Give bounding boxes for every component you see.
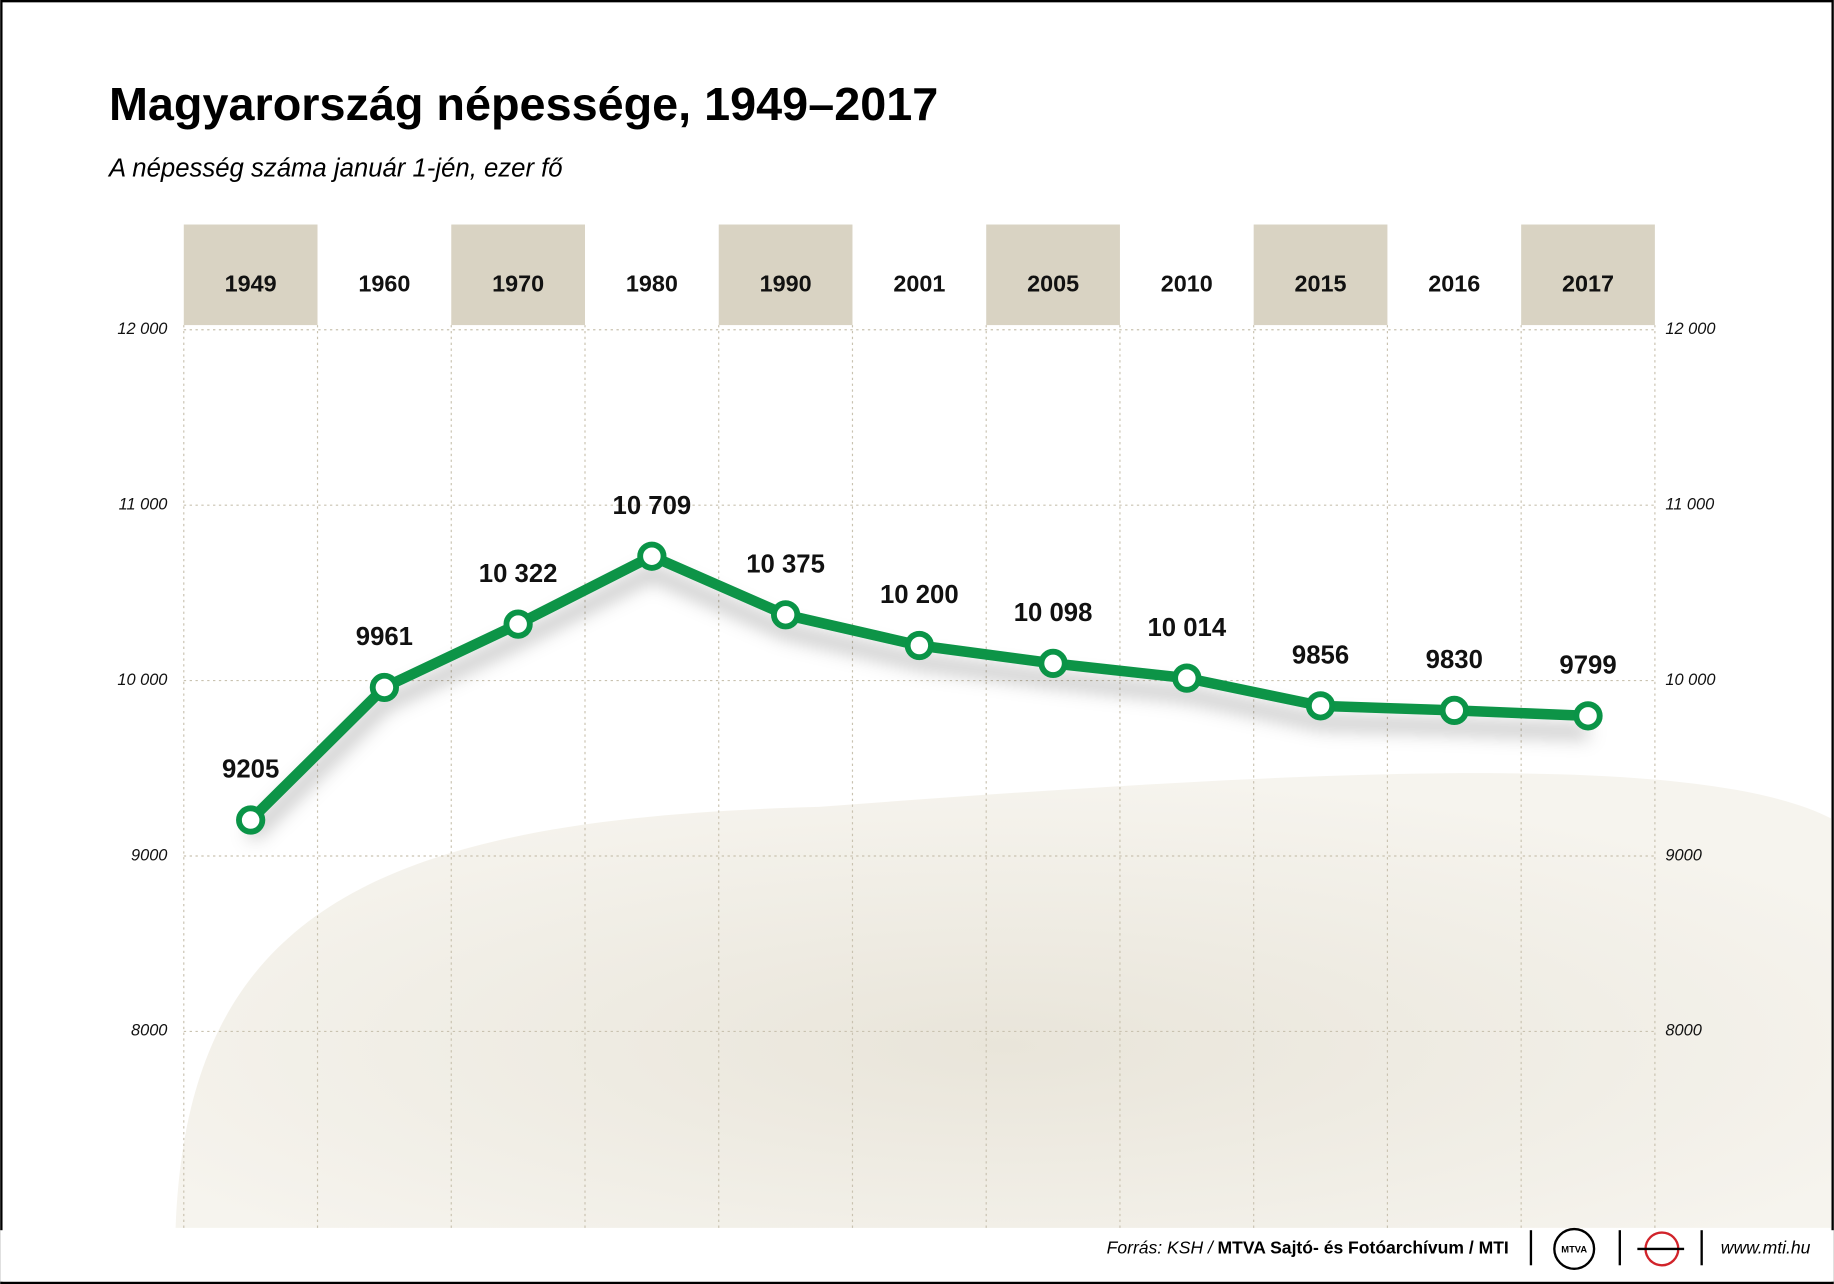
header-box	[718, 224, 853, 326]
point	[1305, 691, 1336, 721]
logo-text: MTVA	[1561, 1245, 1587, 1255]
chart-title: Magyarország népessége, 1949–2017	[109, 78, 938, 130]
data-label: 10 375	[746, 550, 825, 578]
x-tick-label: 1970	[492, 271, 544, 297]
y-tick-label: 12 000	[117, 320, 167, 338]
x-tick-label: 2010	[1161, 271, 1213, 297]
header-box	[451, 224, 585, 326]
data-label: 10 014	[1147, 614, 1226, 642]
ground	[175, 773, 1832, 1228]
y-tick-label: 9000	[131, 846, 167, 864]
x-tick-label: 2001	[893, 271, 945, 297]
y-tick-label: 10 000	[117, 671, 167, 689]
x-tick-label: 1980	[626, 271, 678, 297]
header-box	[986, 224, 1120, 326]
footer-bg	[0, 1230, 1834, 1282]
data-label: 9856	[1292, 642, 1349, 670]
header-box	[1521, 224, 1655, 326]
y-tick-label: 11 000	[119, 496, 168, 514]
point	[770, 600, 801, 630]
x-tick-label: 2017	[1562, 271, 1614, 297]
point	[1439, 695, 1469, 726]
data-label: 9205	[222, 756, 279, 784]
point	[904, 630, 934, 661]
source: MTVA Sajtó- és Fotóarchívum / MTI	[1218, 1238, 1509, 1258]
data-label: 10 098	[1014, 599, 1093, 627]
x-tick-label: 2015	[1295, 271, 1347, 297]
source-prefix: Forrás: KSH /	[1107, 1238, 1215, 1258]
data-label: 10 322	[479, 560, 558, 588]
y2-tick-label: 10 000	[1665, 671, 1715, 689]
x-tick-label: 2005	[1027, 271, 1079, 297]
x-tick-label: 2016	[1428, 271, 1480, 297]
point	[1172, 663, 1202, 693]
x-tick-label: 1990	[760, 271, 812, 297]
y-tick-label: 8000	[131, 1022, 167, 1040]
point	[637, 541, 667, 571]
data-label: 9830	[1426, 646, 1483, 674]
y2-tick-label: 11 000	[1665, 496, 1714, 514]
chart-subtitle: A népesség száma január 1-jén, ezer fő	[107, 154, 563, 182]
point	[236, 805, 266, 835]
data-label: 10 200	[880, 581, 959, 609]
point	[503, 609, 533, 639]
x-tick-label: 1949	[225, 271, 277, 297]
point	[369, 672, 400, 703]
header-box	[1253, 224, 1388, 326]
data-label: 9961	[356, 623, 413, 651]
header-box	[183, 224, 318, 326]
point	[1573, 701, 1603, 731]
website: www.mti.hu	[1721, 1238, 1811, 1258]
y2-tick-label: 12 000	[1665, 320, 1715, 338]
y2-tick-label: 9000	[1665, 846, 1701, 864]
data-label: 10 709	[613, 492, 692, 520]
data-label: 9799	[1559, 652, 1616, 680]
point	[1038, 648, 1068, 679]
y2-tick-label: 8000	[1665, 1022, 1701, 1040]
x-tick-label: 1960	[358, 271, 410, 297]
logo-circle	[1553, 1227, 1596, 1270]
